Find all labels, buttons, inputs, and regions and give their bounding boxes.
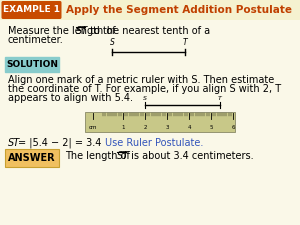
- Text: The length of: The length of: [65, 151, 133, 161]
- FancyBboxPatch shape: [2, 1, 61, 19]
- Text: S: S: [110, 38, 114, 47]
- Text: EXAMPLE 1: EXAMPLE 1: [3, 5, 60, 14]
- FancyBboxPatch shape: [85, 112, 235, 132]
- Text: is about 3.4 centimeters.: is about 3.4 centimeters.: [128, 151, 254, 161]
- Text: Apply the Segment Addition Postulate: Apply the Segment Addition Postulate: [66, 5, 292, 15]
- Text: Use Ruler Postulate.: Use Ruler Postulate.: [105, 138, 203, 148]
- FancyBboxPatch shape: [5, 57, 59, 72]
- Text: cm: cm: [89, 125, 97, 130]
- Text: ANSWER: ANSWER: [8, 153, 56, 163]
- Text: 5: 5: [209, 125, 213, 130]
- Text: centimeter.: centimeter.: [8, 35, 64, 45]
- Text: T: T: [183, 38, 187, 47]
- Text: S: S: [143, 96, 147, 101]
- Text: T: T: [218, 96, 222, 101]
- Text: 3: 3: [165, 125, 169, 130]
- Text: Measure the length of: Measure the length of: [8, 26, 119, 36]
- Text: ST: ST: [76, 26, 88, 36]
- FancyBboxPatch shape: [0, 0, 300, 20]
- Text: Align one mark of a metric ruler with S. Then estimate: Align one mark of a metric ruler with S.…: [8, 75, 274, 85]
- Text: = |5.4 − 2| = 3.4: = |5.4 − 2| = 3.4: [18, 138, 101, 149]
- Text: the coordinate of T. For example, if you align S with 2, T: the coordinate of T. For example, if you…: [8, 84, 281, 94]
- Text: 6: 6: [231, 125, 235, 130]
- Text: ST: ST: [8, 138, 20, 148]
- FancyBboxPatch shape: [5, 149, 59, 167]
- Text: to the nearest tenth of a: to the nearest tenth of a: [87, 26, 210, 36]
- Text: 4: 4: [187, 125, 191, 130]
- Text: SOLUTION: SOLUTION: [6, 60, 58, 69]
- Text: 2: 2: [143, 125, 147, 130]
- Text: ST: ST: [117, 151, 129, 161]
- Text: appears to align with 5.4.: appears to align with 5.4.: [8, 93, 133, 103]
- Text: 1: 1: [121, 125, 125, 130]
